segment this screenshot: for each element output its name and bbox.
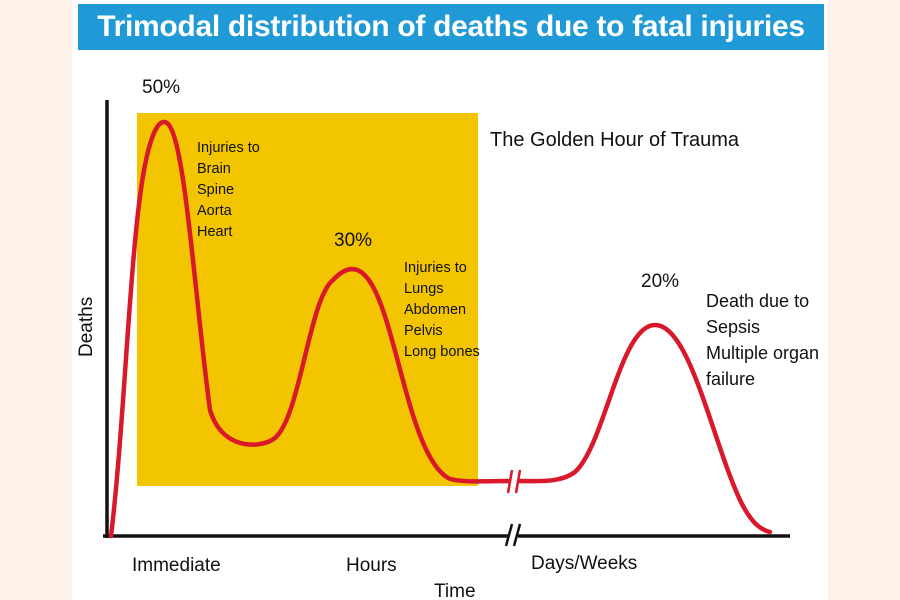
y-axis-title: Deaths bbox=[76, 297, 97, 357]
annotation-days: Death due to Sepsis Multiple organ failu… bbox=[706, 291, 819, 389]
golden-hour-region bbox=[137, 113, 478, 486]
annotation-line: Abdomen bbox=[404, 302, 466, 318]
title-banner: Trimodal distribution of deaths due to f… bbox=[78, 4, 824, 50]
annotation-line: Long bones bbox=[404, 344, 480, 360]
peak-label-immediate: 50% bbox=[142, 77, 180, 98]
annotation-line: Injuries to bbox=[197, 140, 260, 156]
annotation-line: Multiple organ bbox=[706, 343, 819, 363]
annotation-line: Lungs bbox=[404, 281, 444, 297]
x-axis-break bbox=[504, 522, 522, 547]
peak-label-hours: 30% bbox=[334, 230, 372, 251]
x-tick-label-days-weeks: Days/Weeks bbox=[531, 553, 637, 574]
annotation-line: Brain bbox=[197, 161, 231, 177]
annotation-immediate: Injuries to Brain Spine Aorta Heart bbox=[197, 140, 260, 240]
annotation-line: failure bbox=[706, 369, 755, 389]
series-line-deaths-late bbox=[516, 322, 773, 535]
x-tick-label-hours: Hours bbox=[346, 555, 397, 576]
annotation-line: Aorta bbox=[197, 203, 233, 219]
peak-label-days: 20% bbox=[641, 271, 679, 292]
series-line-deaths bbox=[108, 119, 512, 539]
page-title: Trimodal distribution of deaths due to f… bbox=[97, 10, 805, 43]
annotation-line: Pelvis bbox=[404, 323, 443, 339]
x-axis-title: Time bbox=[434, 581, 476, 600]
golden-hour-label: The Golden Hour of Trauma bbox=[490, 129, 740, 151]
x-tick-label-immediate: Immediate bbox=[132, 555, 221, 576]
annotation-line: Death due to bbox=[706, 291, 809, 311]
annotation-line: Sepsis bbox=[706, 317, 760, 337]
annotation-line: Injuries to bbox=[404, 260, 467, 276]
annotation-line: Heart bbox=[197, 224, 232, 240]
curve-break bbox=[506, 469, 522, 494]
annotation-hours: Injuries to Lungs Abdomen Pelvis Long bo… bbox=[404, 260, 480, 360]
annotation-line: Spine bbox=[197, 182, 234, 198]
